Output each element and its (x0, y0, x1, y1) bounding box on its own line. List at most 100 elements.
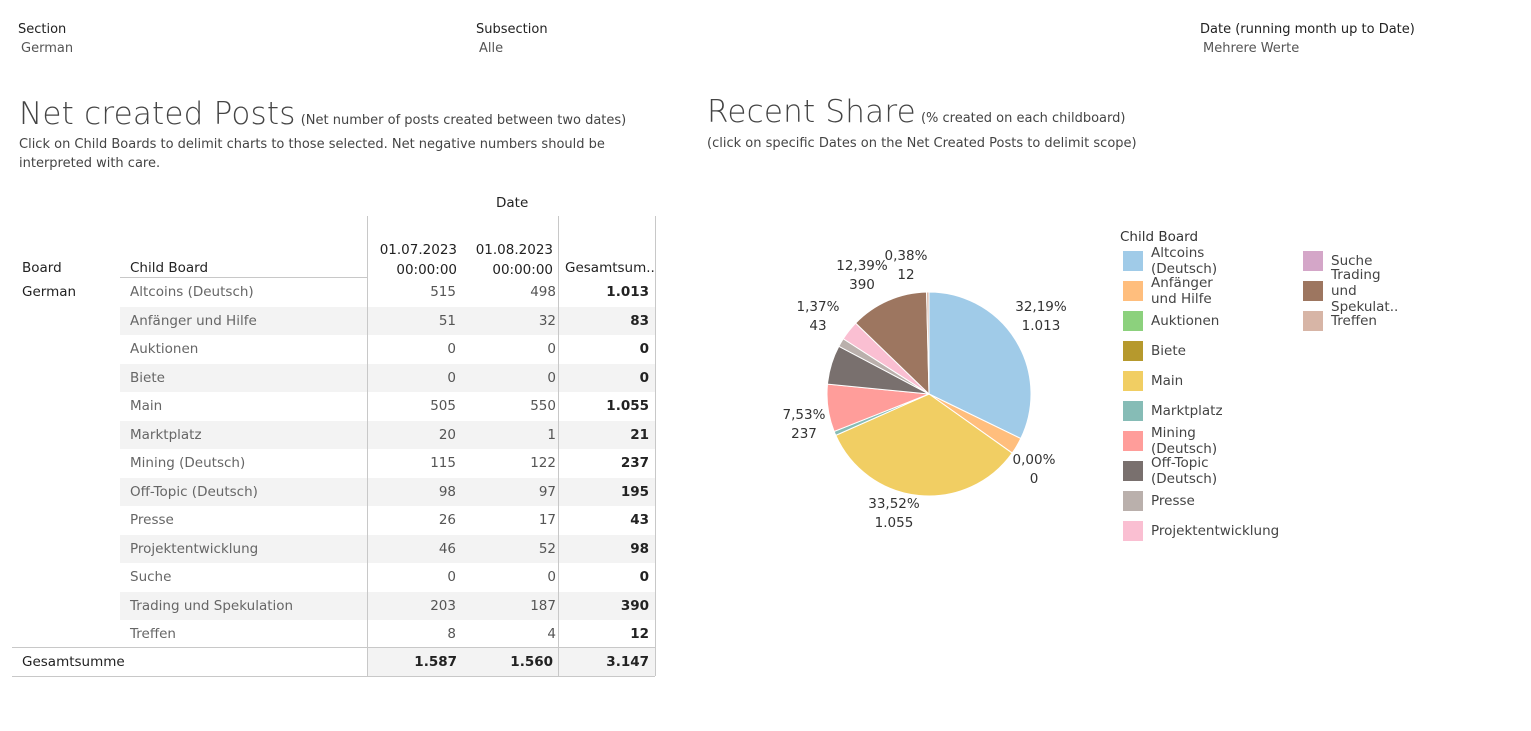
legend-title: Child Board (1120, 229, 1199, 245)
pie-data-label: 7,53% 237 (783, 407, 826, 442)
date2-value-cell[interactable]: 17 (538, 512, 556, 528)
legend-item[interactable]: Auktionen (1123, 310, 1219, 332)
row-band (120, 364, 655, 392)
pie-slice[interactable] (926, 291, 930, 395)
legend-label: Suche (1331, 253, 1373, 269)
pie-slice[interactable] (835, 393, 1013, 497)
date2-value-cell[interactable]: 97 (538, 484, 556, 500)
child-board-cell[interactable]: Presse (130, 512, 174, 528)
pie-label-value: 1.055 (875, 515, 914, 531)
legend-item[interactable]: Presse (1123, 490, 1195, 512)
board-cell[interactable]: German (22, 284, 77, 300)
pie-label-value: 390 (849, 277, 875, 293)
col-board-header[interactable]: Board (22, 260, 62, 276)
date2-value-cell[interactable]: 0 (547, 569, 556, 585)
pie-label-percent: 7,53% (783, 407, 826, 423)
date2-value-cell[interactable]: 0 (547, 370, 556, 386)
date2-value-cell[interactable]: 52 (538, 541, 556, 557)
grand-total-bottomline (12, 676, 655, 677)
child-board-cell[interactable]: Altcoins (Deutsch) (130, 284, 254, 300)
legend-item[interactable]: Biete (1123, 340, 1186, 362)
child-board-cell[interactable]: Anfänger und Hilfe (130, 313, 257, 329)
child-board-cell[interactable]: Mining (Deutsch) (130, 455, 246, 471)
net-posts-title: Net created Posts (19, 96, 296, 132)
legend-item[interactable]: Suche (1303, 250, 1372, 272)
date2-value-cell[interactable]: 32 (538, 313, 556, 329)
total-value-cell: 0 (639, 569, 649, 585)
date2-value-cell[interactable]: 187 (530, 598, 556, 614)
legend-item[interactable]: Projektentwicklung (1123, 520, 1279, 542)
date2-value-cell[interactable]: 1 (547, 427, 556, 443)
recent-share-title: Recent Share (707, 94, 916, 130)
legend-item[interactable]: Altcoins (Deutsch) (1123, 245, 1217, 277)
date1-value-cell[interactable]: 0 (447, 370, 456, 386)
legend-label: Altcoins (Deutsch) (1151, 245, 1218, 277)
filter-section-value[interactable]: German (21, 41, 74, 56)
pie-label-percent: 0,00% (1013, 452, 1056, 468)
child-board-cell[interactable]: Suche (130, 569, 172, 585)
col-total-header[interactable]: Gesamtsum.. (565, 260, 655, 276)
pie-slice[interactable] (854, 291, 930, 396)
col-date2-line2: 00:00:00 (492, 262, 553, 278)
total-value-cell: 1.055 (606, 398, 649, 414)
legend-label: Marktplatz (1151, 403, 1223, 419)
legend-item[interactable]: Marktplatz (1123, 400, 1223, 422)
date1-value-cell[interactable]: 0 (447, 341, 456, 357)
legend-item[interactable]: Treffen (1303, 310, 1377, 332)
col-child-header[interactable]: Child Board (130, 260, 209, 276)
date2-value-cell[interactable]: 122 (530, 455, 556, 471)
date1-value-cell[interactable]: 203 (430, 598, 456, 614)
pie-data-label: 0,00% 0 (1013, 452, 1056, 487)
date2-value-cell[interactable]: 498 (530, 284, 556, 300)
date2-value-cell[interactable]: 4 (547, 626, 556, 642)
child-board-cell[interactable]: Main (130, 398, 163, 414)
child-board-cell[interactable]: Off-Topic (Deutsch) (130, 484, 258, 500)
child-board-cell[interactable]: Trading und Spekulation (130, 598, 294, 614)
row-band (120, 421, 655, 449)
date1-value-cell[interactable]: 505 (430, 398, 456, 414)
pie-data-label: 1,37% 43 (797, 299, 840, 334)
pie-label-value: 0 (1030, 471, 1039, 487)
child-board-cell[interactable]: Auktionen (130, 341, 199, 357)
filter-subsection-label: Subsection (476, 22, 548, 37)
date2-value-cell[interactable]: 550 (530, 398, 556, 414)
divider-date-col (367, 216, 368, 676)
legend-item[interactable]: Trading und Spekulat.. (1303, 267, 1398, 315)
pie-data-label: 32,19% 1.013 (1015, 299, 1067, 334)
legend-item[interactable]: Mining (Deutsch) (1123, 425, 1217, 457)
net-posts-desc-line2: interpreted with care. (19, 156, 161, 171)
date1-value-cell[interactable]: 51 (438, 313, 456, 329)
legend-item[interactable]: Off-Topic (Deutsch) (1123, 455, 1217, 487)
recent-share-subtitle: (% created on each childboard) (920, 111, 1126, 126)
pie-data-label: 33,52% 1.055 (868, 496, 920, 531)
child-board-cell[interactable]: Marktplatz (130, 427, 202, 443)
legend-item[interactable]: Anfänger und Hilfe (1123, 275, 1213, 307)
child-board-cell[interactable]: Biete (130, 370, 165, 386)
filter-subsection-value[interactable]: Alle (479, 41, 504, 56)
child-board-cell[interactable]: Projektentwicklung (130, 541, 259, 557)
date1-value-cell[interactable]: 20 (438, 427, 456, 443)
date2-value-cell[interactable]: 0 (547, 341, 556, 357)
legend-label: Presse (1151, 493, 1195, 509)
date1-value-cell[interactable]: 46 (438, 541, 456, 557)
date1-value-cell[interactable]: 98 (438, 484, 456, 500)
date1-value-cell[interactable]: 8 (447, 626, 456, 642)
legend-item[interactable]: Main (1123, 370, 1183, 392)
date1-value-cell[interactable]: 515 (430, 284, 456, 300)
net-posts-description: Click on Child Boards to delimit charts … (19, 135, 605, 173)
date1-value-cell[interactable]: 0 (447, 569, 456, 585)
col-date1-header[interactable]: 01.07.2023 00:00:00 (367, 240, 457, 280)
legend-swatch (1303, 311, 1323, 331)
grand-total-topline (12, 647, 655, 648)
pie-slice[interactable] (928, 291, 1032, 440)
legend-swatch (1123, 431, 1143, 451)
pie-label-percent: 0,38% (885, 248, 928, 264)
child-board-cell[interactable]: Treffen (130, 626, 176, 642)
legend-swatch (1123, 461, 1143, 481)
pie-label-value: 43 (809, 318, 826, 334)
total-value-cell: 237 (620, 455, 649, 471)
date1-value-cell[interactable]: 115 (430, 455, 456, 471)
date1-value-cell[interactable]: 26 (438, 512, 456, 528)
filter-date-value[interactable]: Mehrere Werte (1203, 41, 1300, 56)
col-date2-header[interactable]: 01.08.2023 00:00:00 (463, 240, 553, 280)
